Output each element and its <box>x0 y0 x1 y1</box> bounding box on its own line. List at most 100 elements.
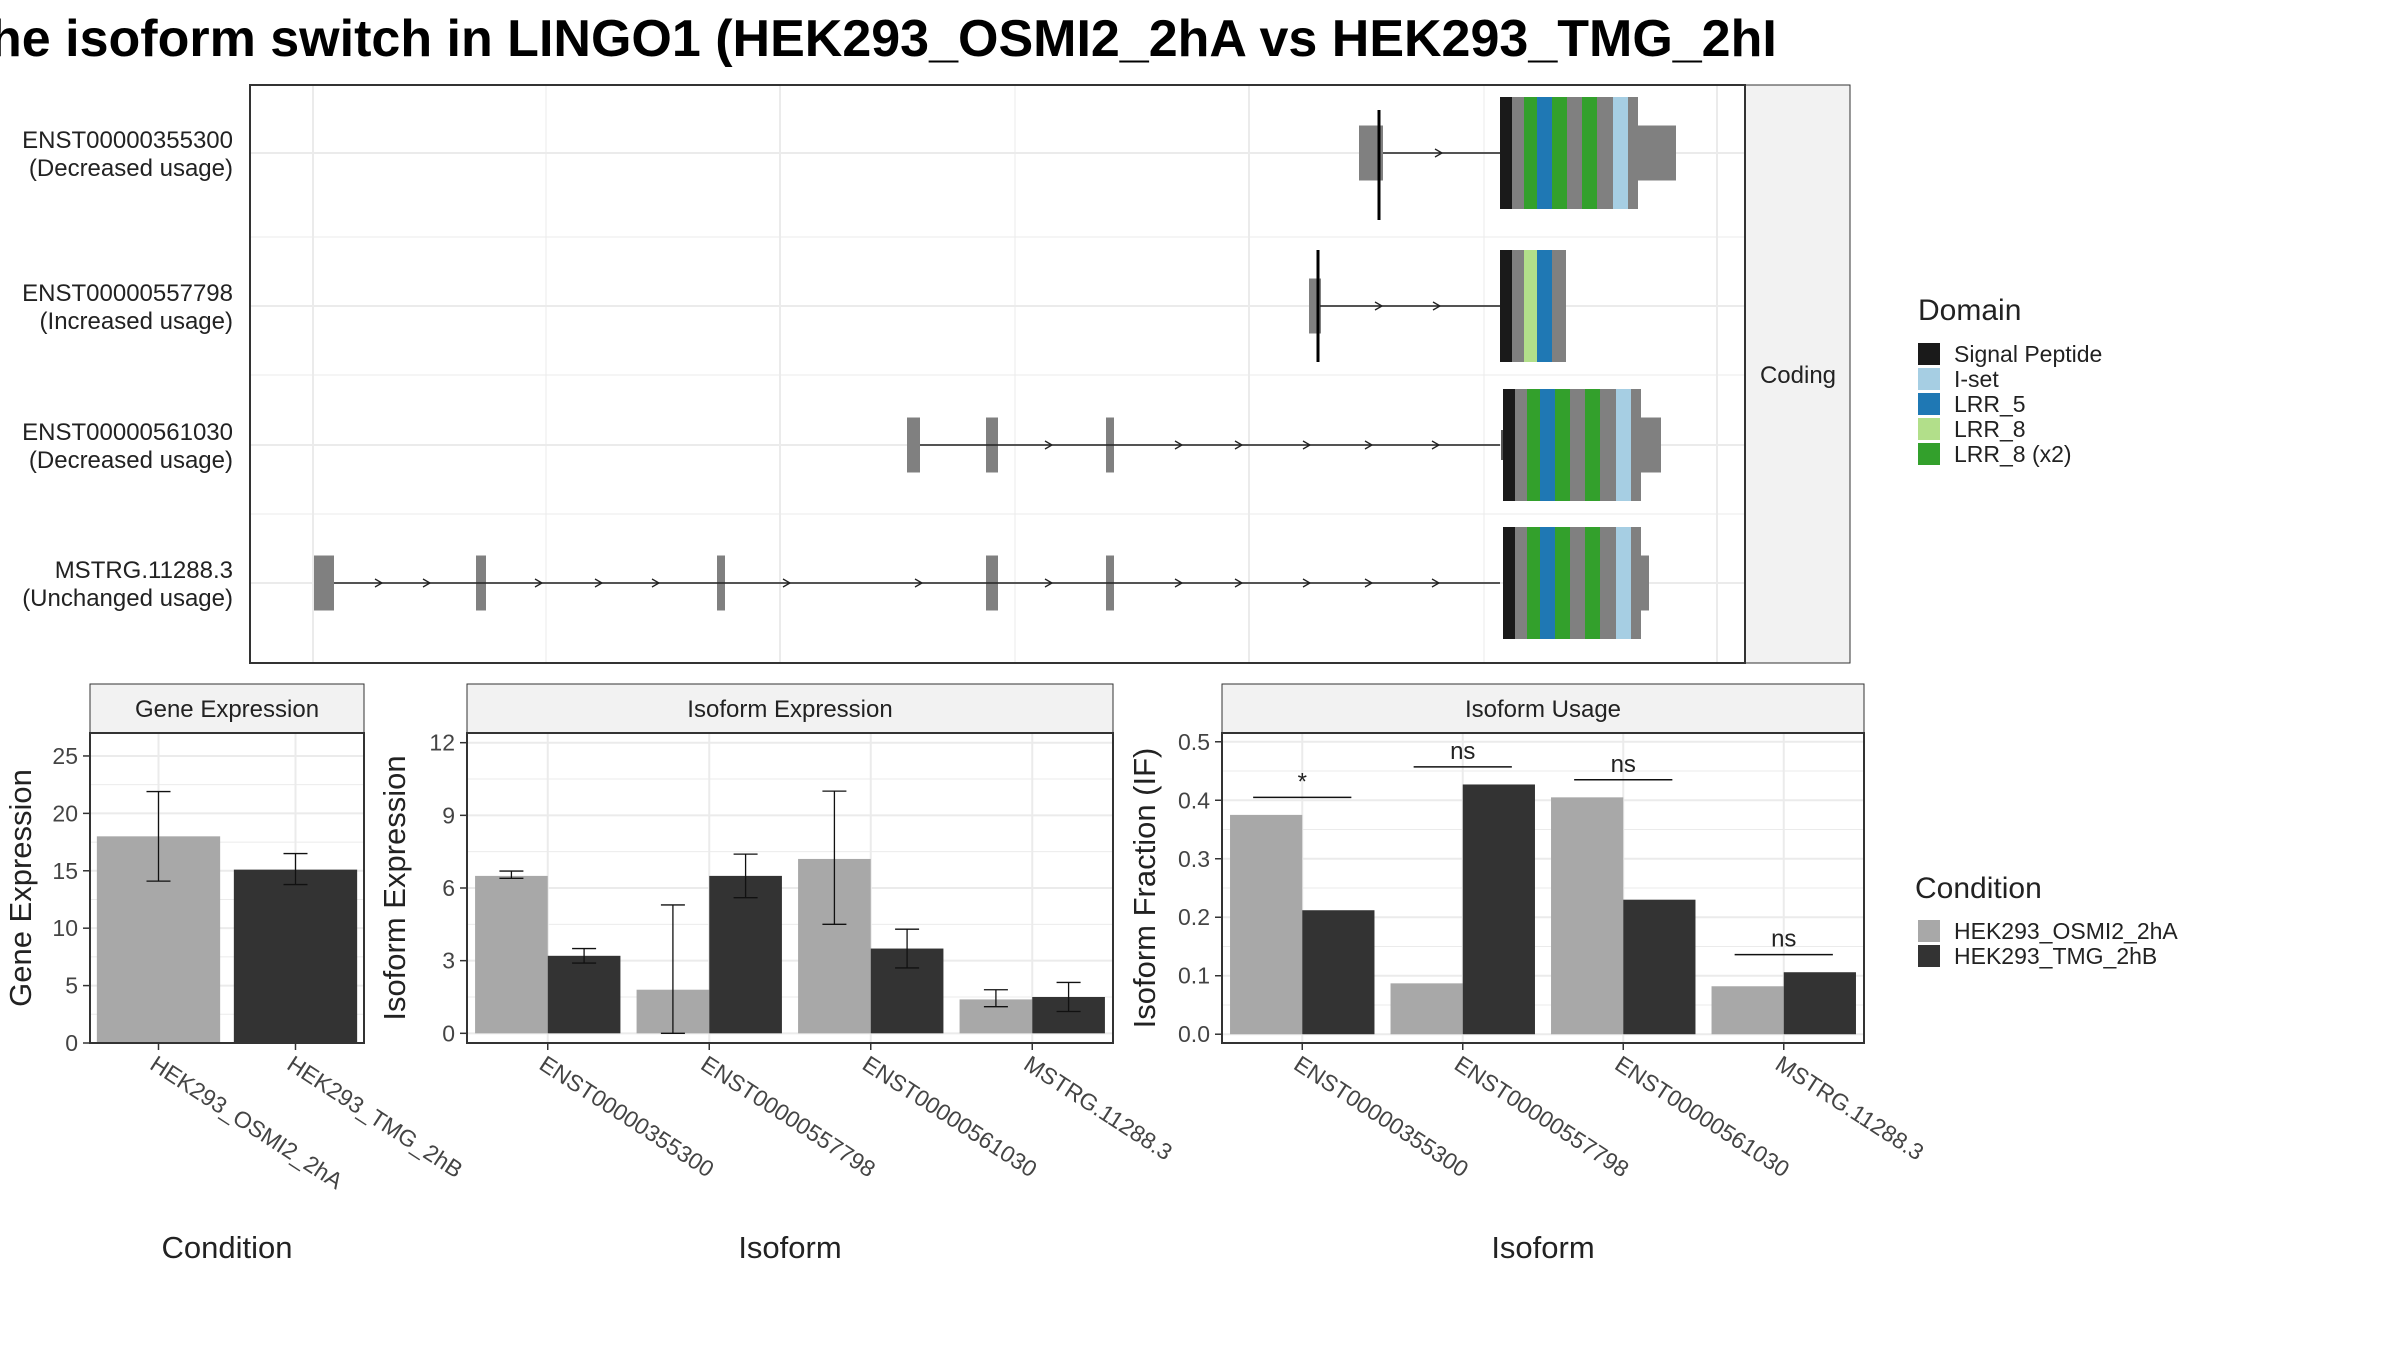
panel-strip-label: Isoform Usage <box>1465 696 1621 723</box>
domain-segment <box>1512 250 1524 362</box>
x-tick-label: MSTRG.11288.3 <box>1771 1050 1928 1165</box>
domain-segment <box>1552 97 1567 209</box>
intron-arrow <box>1234 440 1244 450</box>
plot-border <box>89 732 365 1044</box>
panel-strip-label: Gene Expression <box>135 696 319 723</box>
panel-strip <box>466 683 1114 734</box>
panel-strip <box>89 683 365 734</box>
x-tick-label: MSTRG.11288.3 <box>1020 1050 1177 1165</box>
isoform-usage-label: (Increased usage) <box>40 308 233 335</box>
domain-segment <box>1631 527 1641 639</box>
y-tick-label: 0 <box>442 1020 455 1046</box>
domain-segment <box>1503 527 1515 639</box>
y-tick-label: 20 <box>52 800 78 826</box>
isoform-label: ENST00000557798 <box>22 280 233 307</box>
intron-arrow <box>1174 440 1184 450</box>
domain-segment <box>1600 389 1616 501</box>
domain-segment <box>1500 250 1512 362</box>
domain-segment <box>1552 250 1566 362</box>
intron-arrow <box>534 578 544 588</box>
intron-arrow <box>1374 301 1384 311</box>
legend-swatch <box>1918 920 1940 942</box>
legend-label: HEK293_OSMI2_2hA <box>1954 918 2178 944</box>
intron-arrow <box>1364 440 1374 450</box>
intron-arrow <box>651 578 661 588</box>
legend-swatch <box>1918 393 1940 415</box>
y-tick-label: 15 <box>52 858 78 884</box>
domain-segment <box>1503 389 1515 501</box>
legend-swatch <box>1918 443 1940 465</box>
exon <box>314 555 334 611</box>
x-axis-title: Isoform <box>1491 1230 1594 1265</box>
domain-segment <box>1540 527 1555 639</box>
domain-segment <box>1515 527 1527 639</box>
legend-swatch <box>1918 368 1940 390</box>
intron-arrow <box>1434 148 1444 158</box>
intron-arrow <box>374 578 384 588</box>
y-tick-label: 9 <box>442 802 455 828</box>
y-tick-label: 0.4 <box>1178 787 1210 813</box>
figure-title: he isoform switch in LINGO1 (HEK293_OSMI… <box>0 10 1777 68</box>
panel-strip-label: Isoform Expression <box>687 696 892 723</box>
domain-segment <box>1512 97 1524 209</box>
intron-arrow <box>1364 578 1374 588</box>
domain-legend-title: Domain <box>1918 294 2021 327</box>
x-tick-label: ENST00000557798 <box>697 1050 881 1182</box>
legend-label: LRR_5 <box>1954 391 2026 417</box>
exon <box>1638 125 1676 181</box>
x-tick-label: ENST00000557798 <box>1450 1050 1634 1182</box>
significance-label: * <box>1298 768 1307 795</box>
intron-arrow <box>422 578 432 588</box>
domain-segment <box>1500 97 1512 209</box>
isoform-label: MSTRG.11288.3 <box>55 557 233 584</box>
bar <box>709 875 782 1034</box>
bar <box>1302 910 1375 1035</box>
domain-segment <box>1570 389 1585 501</box>
domain-segment <box>1582 97 1597 209</box>
domain-segment <box>1600 527 1616 639</box>
domain-segment <box>1613 97 1628 209</box>
y-tick-label: 0.2 <box>1178 904 1210 930</box>
domain-segment <box>1628 97 1638 209</box>
bar <box>1230 814 1303 1035</box>
bar <box>1623 899 1696 1035</box>
domain-segment <box>1540 389 1555 501</box>
intron-arrow <box>1302 578 1312 588</box>
domain-legend: Domain Signal PeptideI-setLRR_5LRR_8LRR_8… <box>1918 294 2102 467</box>
exon <box>907 417 920 473</box>
bar <box>1462 784 1535 1035</box>
legend-label: Signal Peptide <box>1954 341 2102 367</box>
legend-label: LRR_8 (x2) <box>1954 441 2072 467</box>
legend-label: HEK293_TMG_2hB <box>1954 943 2157 969</box>
x-axis-title: Isoform <box>738 1230 841 1265</box>
domain-segment <box>1555 389 1570 501</box>
y-axis-title: Isoform Expression <box>377 755 412 1020</box>
bar <box>1783 972 1856 1035</box>
domain-segment <box>1515 389 1527 501</box>
intron-arrow <box>1432 301 1442 311</box>
legend-label: LRR_8 <box>1954 416 2026 442</box>
condition-legend-title: Condition <box>1915 872 2042 905</box>
y-tick-label: 0 <box>65 1030 78 1056</box>
intron-arrow <box>1044 440 1054 450</box>
domain-segment <box>1524 97 1537 209</box>
x-tick-label: ENST00000355300 <box>535 1050 719 1182</box>
bar <box>1390 983 1463 1035</box>
bar <box>1551 797 1624 1035</box>
domain-segment <box>1616 389 1631 501</box>
y-tick-label: 6 <box>442 875 455 901</box>
intron-arrow <box>782 578 792 588</box>
domain-segment <box>1631 389 1641 501</box>
x-tick-label: ENST00000355300 <box>1290 1050 1474 1182</box>
intron-arrow <box>1044 578 1054 588</box>
intron-arrow <box>914 578 924 588</box>
domain-segment <box>1585 389 1600 501</box>
bar <box>475 875 548 1034</box>
significance-label: ns <box>1450 738 1475 765</box>
facet-strip <box>1744 84 1851 664</box>
legend-label: I-set <box>1954 366 1999 392</box>
intron-arrow <box>1234 578 1244 588</box>
domain-segment <box>1570 527 1585 639</box>
y-axis-title: Isoform Fraction (IF) <box>1127 748 1162 1029</box>
